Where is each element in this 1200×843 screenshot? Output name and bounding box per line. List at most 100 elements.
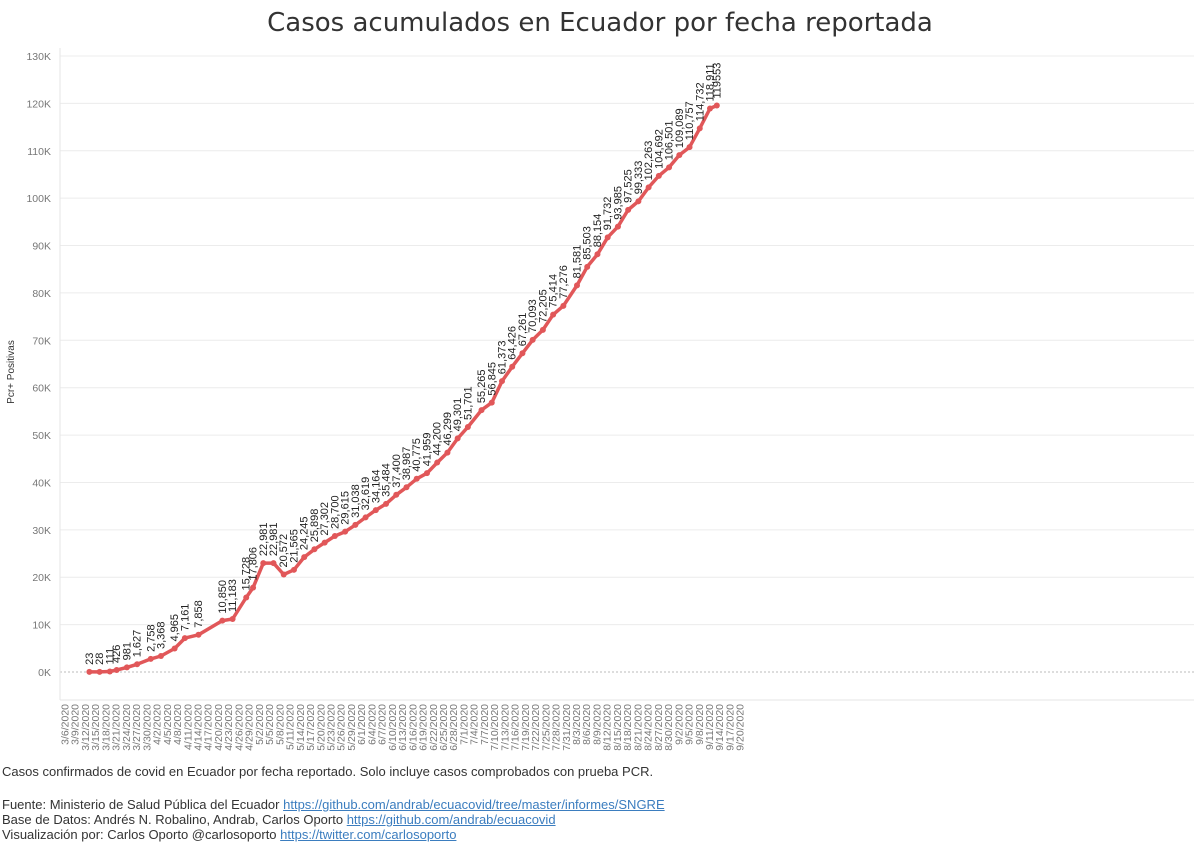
data-point xyxy=(498,378,505,385)
x-tick-label: 3/18/2020 xyxy=(100,704,112,751)
y-tick-label: 10K xyxy=(32,620,51,632)
data-points xyxy=(86,102,720,675)
x-tick-label: 7/28/2020 xyxy=(551,704,563,751)
data-point xyxy=(342,528,349,535)
data-label: 67,261 xyxy=(517,313,529,347)
data-label: 35,484 xyxy=(381,463,393,497)
x-tick-label: 4/11/2020 xyxy=(182,704,194,750)
x-tick-label: 5/5/2020 xyxy=(264,704,276,745)
data-point xyxy=(706,105,713,112)
data-point xyxy=(550,311,557,318)
data-point xyxy=(123,664,130,671)
data-label: 25,898 xyxy=(309,509,321,543)
data-label: 38,987 xyxy=(401,447,413,481)
data-label: 49,301 xyxy=(452,398,464,432)
x-tick-label: 3/21/2020 xyxy=(111,704,123,751)
data-point xyxy=(352,521,359,528)
data-label: 4,965 xyxy=(169,614,181,642)
data-label: 97,525 xyxy=(623,169,635,203)
data-point xyxy=(383,500,390,507)
database-text: Base de Datos: Andrés N. Robalino, Andra… xyxy=(2,812,347,827)
x-tick-label: 6/13/2020 xyxy=(397,704,409,751)
x-tick-label: 3/27/2020 xyxy=(131,704,143,751)
source-line: Fuente: Ministerio de Salud Pública del … xyxy=(2,797,665,812)
data-label: 102,263 xyxy=(643,141,655,181)
data-point xyxy=(362,514,369,521)
y-tick-label: 40K xyxy=(32,477,51,489)
data-point xyxy=(243,594,250,601)
data-point xyxy=(403,484,410,491)
x-tick-label: 9/8/2020 xyxy=(694,704,706,745)
x-tick-label: 9/2/2020 xyxy=(673,704,685,745)
x-tick-label: 6/19/2020 xyxy=(418,704,430,751)
data-label: 1,627 xyxy=(132,630,144,658)
data-label: 10,850 xyxy=(217,580,229,614)
x-tick-label: 8/18/2020 xyxy=(622,704,634,751)
data-label: 29,615 xyxy=(340,491,352,525)
y-axis-ticks: 0K 10K 20K 30K 40K 50K 60K 70K 80K 90K 100K 110K 120… xyxy=(26,51,51,679)
x-tick-label: 5/2/2020 xyxy=(254,704,266,745)
data-point xyxy=(488,399,495,406)
x-tick-label: 5/23/2020 xyxy=(325,704,337,751)
database-line: Base de Datos: Andrés N. Robalino, Andra… xyxy=(2,812,556,827)
data-label: 114,732 xyxy=(694,82,706,121)
data-point xyxy=(614,223,621,230)
data-label: 28 xyxy=(94,653,106,665)
x-tick-label: 6/7/2020 xyxy=(377,704,389,745)
x-tick-label: 3/6/2020 xyxy=(60,704,72,745)
data-label: 104,692 xyxy=(653,129,665,169)
data-label: 46,299 xyxy=(442,412,454,446)
data-label: 41,959 xyxy=(422,433,434,467)
data-point xyxy=(290,566,297,573)
y-tick-label: 100K xyxy=(26,193,51,205)
data-label: 7,161 xyxy=(179,604,191,632)
data-label: 21,565 xyxy=(289,529,301,563)
data-label: 34,164 xyxy=(370,469,382,503)
data-label: 27,302 xyxy=(319,502,331,536)
gridlines xyxy=(59,48,1194,701)
chart-title: Casos acumulados en Ecuador por fecha re… xyxy=(267,8,933,38)
data-point xyxy=(106,668,113,675)
y-tick-label: 50K xyxy=(32,430,51,442)
database-link[interactable]: https://github.com/andrab/ecuacovid xyxy=(346,812,556,827)
data-point xyxy=(171,645,178,652)
x-tick-label: 5/14/2020 xyxy=(295,704,307,751)
data-label: 7,858 xyxy=(193,600,205,628)
x-tick-label: 8/30/2020 xyxy=(663,704,675,751)
data-point xyxy=(574,282,580,289)
data-label: 110,757 xyxy=(684,101,696,140)
data-point xyxy=(666,164,673,171)
data-label: 91,732 xyxy=(602,197,614,231)
y-axis-label: Pcr+ Positivas xyxy=(6,340,17,404)
x-tick-label: 8/3/2020 xyxy=(571,704,583,745)
data-label: 2,758 xyxy=(145,624,157,652)
x-tick-label: 3/15/2020 xyxy=(90,704,102,751)
x-tick-label: 7/13/2020 xyxy=(499,704,511,751)
data-label: 56,845 xyxy=(486,362,498,396)
data-point xyxy=(594,251,601,258)
data-point xyxy=(478,407,485,414)
x-tick-label: 4/5/2020 xyxy=(162,704,174,745)
data-point xyxy=(301,554,308,561)
x-tick-label: 7/19/2020 xyxy=(520,704,532,751)
data-label: 109,089 xyxy=(674,108,686,148)
data-point xyxy=(331,533,338,540)
x-tick-label: 7/1/2020 xyxy=(458,704,470,745)
x-tick-label: 4/2/2020 xyxy=(152,704,164,745)
data-point xyxy=(454,435,461,442)
y-tick-label: 80K xyxy=(32,288,51,300)
line-chart: 0K 10K 20K 30K 40K 50K 60K 70K 80K 90K 100K 110K 120… xyxy=(6,48,1194,751)
source-link[interactable]: https://github.com/andrab/ecuacovid/tree… xyxy=(283,797,665,812)
source-text: Fuente: Ministerio de Salud Pública del … xyxy=(2,797,284,812)
data-label: 15,728 xyxy=(241,557,253,591)
x-tick-label: 5/17/2020 xyxy=(305,704,317,751)
visualization-link[interactable]: https://twitter.com/carlosoporto xyxy=(280,827,457,842)
data-label: 61,373 xyxy=(497,341,509,375)
data-label: 118,911 xyxy=(705,63,717,101)
x-tick-label: 9/20/2020 xyxy=(735,704,747,751)
data-label: 24,245 xyxy=(299,516,311,550)
data-label: 32,619 xyxy=(360,477,372,511)
data-label: 72,205 xyxy=(537,289,549,323)
x-tick-label: 7/4/2020 xyxy=(469,704,481,745)
x-tick-label: 7/25/2020 xyxy=(540,704,552,751)
